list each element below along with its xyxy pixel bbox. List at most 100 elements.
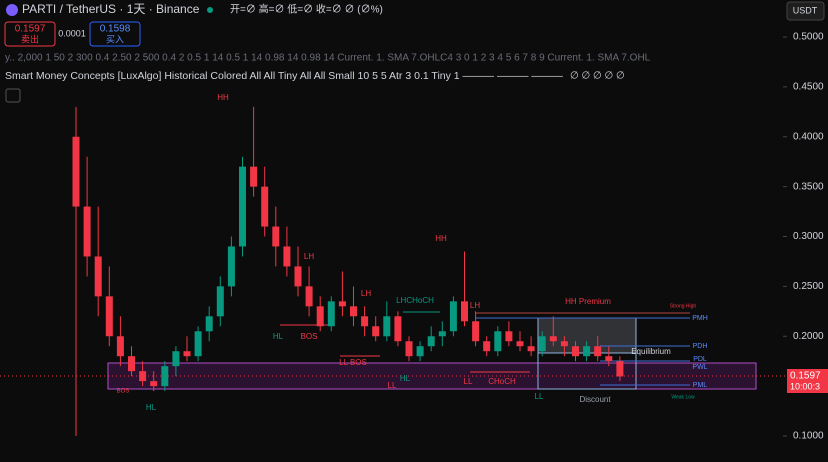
label: PMH (692, 315, 708, 322)
indicator-2: Smart Money Concepts [LuxAlgo] Historica… (5, 70, 563, 82)
label: HH (435, 234, 447, 243)
indicator-1: y.. 2,000 1 50 2 300 0.4 2.50 2 500 0.4 … (5, 53, 651, 64)
tick-label: 0.5000 (793, 32, 824, 43)
unit: USDT (793, 5, 818, 15)
symbol: PARTI / TetherUS · 1天 · Binance (22, 2, 200, 16)
sell-button[interactable] (4, 21, 56, 47)
last-price-box (787, 369, 828, 393)
candle-body (494, 331, 502, 352)
symbol-icon (6, 4, 18, 16)
structure-labels: HH LH HL BOS HH LHCHoCH LH LH LL BOS HL … (117, 93, 708, 412)
candle-body (594, 346, 602, 357)
indicator-2-values: ∅ ∅ ∅ ∅ ∅ (570, 71, 625, 82)
label: BOS (301, 332, 318, 341)
candle-body (616, 361, 624, 377)
candle-body (505, 331, 513, 342)
candles (72, 106, 624, 436)
status-dot (207, 7, 213, 13)
label: HL (273, 332, 284, 341)
candle-body (194, 331, 202, 357)
candle-body (605, 356, 613, 362)
candle-body (239, 166, 246, 247)
candle-body (327, 301, 335, 327)
label: LL (388, 381, 397, 390)
unit-box[interactable] (786, 1, 825, 21)
candle-body (161, 366, 169, 387)
tick-label: 0.2000 (793, 331, 824, 342)
candle-body (394, 316, 402, 342)
candle-body (183, 351, 191, 357)
candle-body (94, 256, 102, 297)
label: LL (464, 377, 473, 386)
ohlc: 开=∅ 高=∅ 低=∅ 收=∅ ∅ (∅%) (230, 3, 383, 16)
candle-body (560, 341, 568, 347)
candle-body (472, 321, 480, 342)
candle-body (338, 301, 346, 307)
tick-label: 0.3000 (793, 231, 824, 242)
candle-body (216, 286, 224, 317)
label: LHCHoCH (396, 296, 434, 305)
candle-body (227, 246, 235, 287)
candle-body (583, 346, 591, 357)
collapse-button[interactable] (5, 88, 21, 103)
candle-body (416, 346, 424, 357)
buy-button[interactable] (89, 21, 141, 47)
candle-body (549, 336, 557, 342)
label: PML (693, 382, 708, 389)
sell-label: 卖出 (21, 33, 39, 44)
candle-body (72, 136, 80, 207)
candle-body (527, 346, 535, 352)
tick-label: 0.4500 (793, 82, 824, 93)
candle-body (172, 351, 180, 367)
candle-body (294, 266, 302, 287)
label: PWL (692, 364, 707, 371)
label: HL (400, 374, 411, 383)
candle-body (83, 206, 91, 257)
candle-body (261, 186, 269, 227)
label: CHoCH (488, 377, 516, 386)
candle-body (250, 166, 258, 187)
candle-body (572, 346, 579, 357)
label: PDL (693, 356, 707, 363)
last-price: 0.1597 (790, 371, 821, 382)
sell-price: 0.1597 (15, 24, 46, 35)
tick-label: 0.1000 (793, 431, 824, 442)
candle-body (272, 226, 280, 247)
candle-body (538, 336, 546, 352)
candle-body (150, 381, 158, 387)
candle-body (205, 316, 213, 332)
candle-body (316, 306, 324, 327)
tick-label: 0.4000 (793, 131, 824, 142)
buy-price: 0.1598 (100, 24, 131, 35)
candle-body (383, 316, 391, 337)
label: LH (361, 289, 371, 298)
candle-body (483, 341, 491, 352)
candle-body (105, 296, 113, 337)
label: LL (535, 392, 544, 401)
label: Equilibrium (631, 347, 671, 356)
candle-body (427, 336, 435, 347)
tick-label: 0.2500 (793, 281, 824, 292)
candle-body (305, 286, 313, 307)
candle-body (438, 331, 446, 337)
label: HH Premium (565, 297, 611, 306)
label: HH (217, 93, 229, 102)
label: PDH (693, 343, 708, 350)
label: Strong High (670, 303, 697, 309)
label: BOS (117, 389, 130, 395)
candle-body (372, 326, 380, 337)
candle-body (405, 341, 413, 357)
candle-body (361, 316, 369, 327)
countdown: 10:00:3 (790, 381, 820, 391)
label: HL (146, 403, 157, 412)
candle-body (116, 336, 124, 357)
price-axis: 0.5000 0.4500 0.4000 0.3500 0.3000 0.2500 0.20… (783, 32, 824, 442)
label: Weak Low (671, 394, 695, 400)
label: LL BOS (339, 358, 367, 367)
label: Discount (579, 395, 611, 404)
label: LH (470, 301, 480, 310)
candle-body (516, 341, 524, 347)
